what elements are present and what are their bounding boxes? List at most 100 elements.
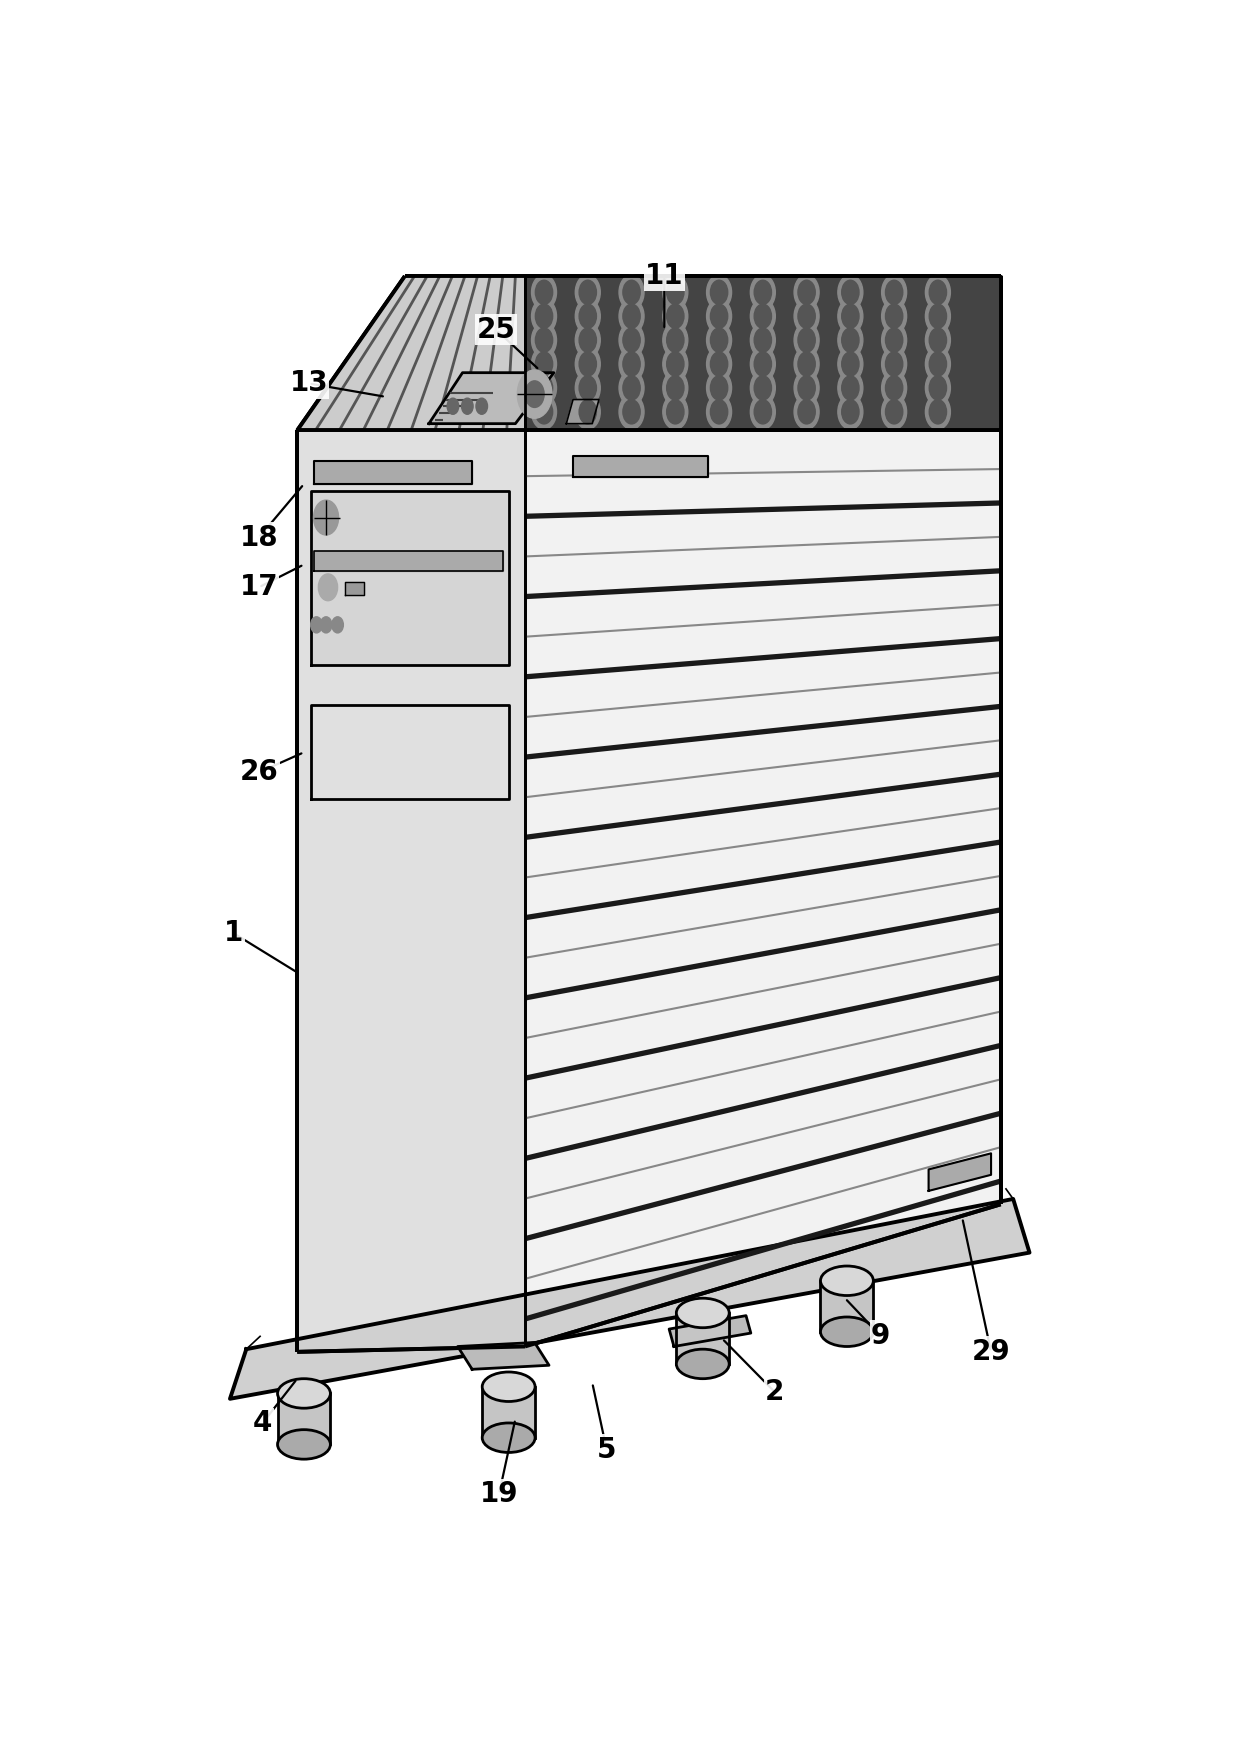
Circle shape xyxy=(885,376,903,401)
Circle shape xyxy=(929,399,946,423)
Circle shape xyxy=(619,322,644,357)
Circle shape xyxy=(794,347,820,381)
Ellipse shape xyxy=(482,1373,536,1402)
Circle shape xyxy=(885,280,903,305)
Polygon shape xyxy=(345,582,365,596)
Circle shape xyxy=(929,352,946,376)
Circle shape xyxy=(882,347,906,381)
Polygon shape xyxy=(298,430,525,1352)
Text: 26: 26 xyxy=(239,758,278,786)
Circle shape xyxy=(754,280,771,305)
Circle shape xyxy=(314,500,339,535)
Polygon shape xyxy=(429,373,554,423)
Circle shape xyxy=(929,327,946,352)
Bar xyxy=(482,1387,536,1437)
Circle shape xyxy=(754,376,771,401)
Circle shape xyxy=(838,322,863,357)
Polygon shape xyxy=(670,1315,751,1347)
Circle shape xyxy=(925,371,950,406)
Circle shape xyxy=(663,300,688,334)
Text: 2: 2 xyxy=(765,1378,785,1406)
Circle shape xyxy=(754,399,771,423)
Circle shape xyxy=(532,371,557,406)
Ellipse shape xyxy=(278,1378,330,1408)
Circle shape xyxy=(754,327,771,352)
Circle shape xyxy=(750,394,775,429)
Text: 17: 17 xyxy=(239,573,278,601)
Text: 19: 19 xyxy=(480,1481,518,1509)
Circle shape xyxy=(579,376,596,401)
Circle shape xyxy=(842,399,859,423)
Ellipse shape xyxy=(821,1317,873,1347)
Circle shape xyxy=(525,381,544,408)
Circle shape xyxy=(750,322,775,357)
Circle shape xyxy=(799,305,815,327)
Circle shape xyxy=(663,275,688,310)
Circle shape xyxy=(885,327,903,352)
Text: 18: 18 xyxy=(239,524,278,552)
Circle shape xyxy=(332,617,343,632)
Circle shape xyxy=(663,322,688,357)
Circle shape xyxy=(532,347,557,381)
Circle shape xyxy=(536,327,553,352)
Circle shape xyxy=(794,394,820,429)
Circle shape xyxy=(707,371,732,406)
Circle shape xyxy=(750,300,775,334)
Circle shape xyxy=(799,352,815,376)
Circle shape xyxy=(842,280,859,305)
Circle shape xyxy=(707,347,732,381)
Circle shape xyxy=(619,371,644,406)
Circle shape xyxy=(579,327,596,352)
Circle shape xyxy=(622,327,640,352)
Circle shape xyxy=(885,305,903,327)
Ellipse shape xyxy=(676,1348,729,1378)
Polygon shape xyxy=(314,550,503,571)
Text: 9: 9 xyxy=(870,1322,890,1350)
Text: 29: 29 xyxy=(972,1338,1011,1366)
Polygon shape xyxy=(298,277,525,430)
Circle shape xyxy=(517,369,552,418)
Circle shape xyxy=(575,394,600,429)
Ellipse shape xyxy=(278,1430,330,1460)
Circle shape xyxy=(448,399,459,415)
Circle shape xyxy=(882,322,906,357)
Circle shape xyxy=(711,399,728,423)
Circle shape xyxy=(838,275,863,310)
Circle shape xyxy=(575,300,600,334)
Polygon shape xyxy=(525,277,1001,430)
Circle shape xyxy=(579,280,596,305)
Circle shape xyxy=(575,347,600,381)
Circle shape xyxy=(838,371,863,406)
Circle shape xyxy=(575,275,600,310)
Circle shape xyxy=(667,352,684,376)
Circle shape xyxy=(882,275,906,310)
Circle shape xyxy=(750,347,775,381)
Circle shape xyxy=(838,347,863,381)
Bar xyxy=(278,1394,330,1444)
Circle shape xyxy=(667,327,684,352)
Circle shape xyxy=(711,305,728,327)
Circle shape xyxy=(619,347,644,381)
Circle shape xyxy=(579,399,596,423)
Polygon shape xyxy=(458,1343,549,1369)
Circle shape xyxy=(311,617,322,632)
Polygon shape xyxy=(573,456,708,477)
Circle shape xyxy=(575,371,600,406)
Text: 5: 5 xyxy=(596,1435,616,1463)
Circle shape xyxy=(532,300,557,334)
Circle shape xyxy=(532,322,557,357)
Circle shape xyxy=(622,352,640,376)
Circle shape xyxy=(799,327,815,352)
Circle shape xyxy=(532,275,557,310)
Circle shape xyxy=(536,376,553,401)
Circle shape xyxy=(579,352,596,376)
Text: 4: 4 xyxy=(253,1409,273,1437)
Circle shape xyxy=(622,399,640,423)
Circle shape xyxy=(663,394,688,429)
Circle shape xyxy=(750,371,775,406)
Circle shape xyxy=(794,322,820,357)
Circle shape xyxy=(842,352,859,376)
Polygon shape xyxy=(229,1198,1029,1399)
Circle shape xyxy=(536,399,553,423)
Circle shape xyxy=(882,371,906,406)
